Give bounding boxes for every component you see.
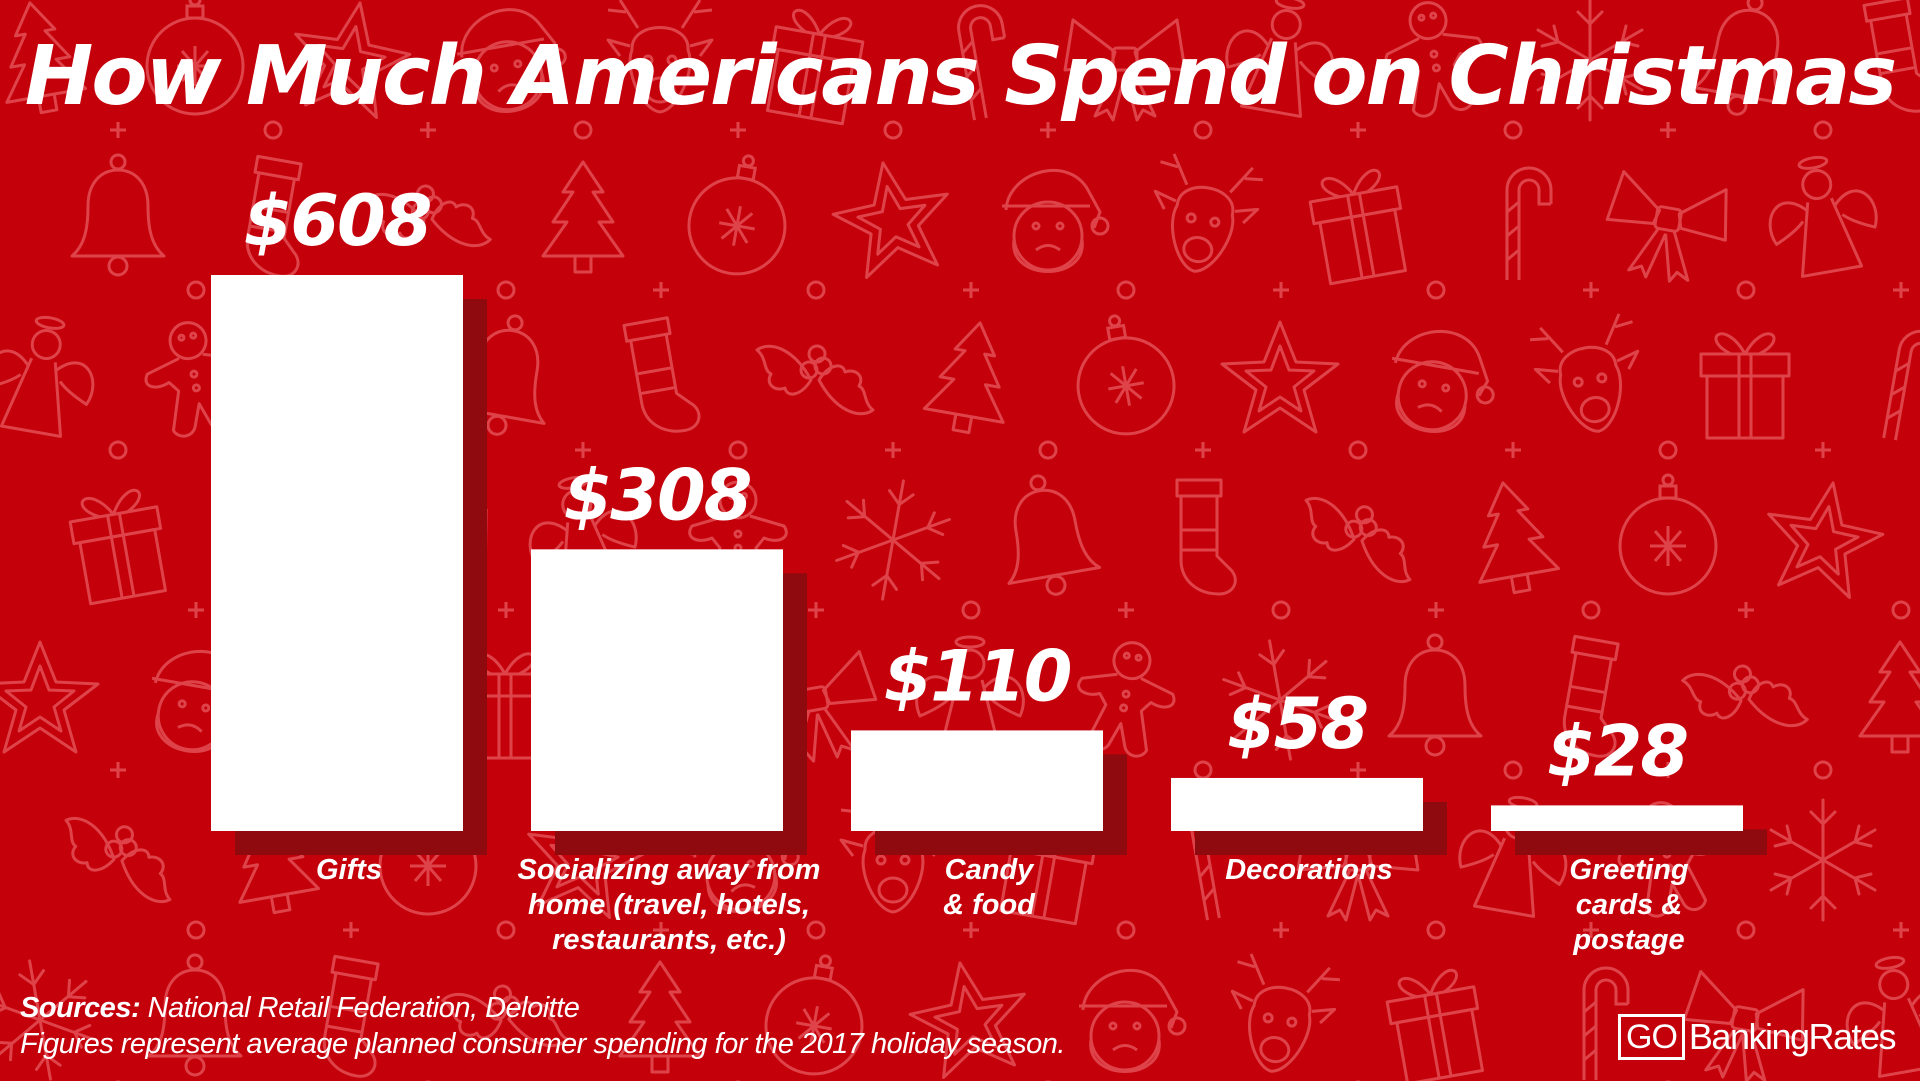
logo-name: BankingRates	[1688, 1016, 1897, 1057]
value-label: $58	[1227, 683, 1367, 765]
category-label-line: Socializing away from	[518, 854, 821, 886]
category-label-line: & food	[943, 889, 1036, 921]
value-label: $28	[1547, 710, 1687, 792]
bar	[851, 730, 1103, 831]
gobankingrates-logo: GO BankingRates	[1618, 1013, 1897, 1061]
category-label-line: Decorations	[1225, 854, 1393, 886]
sources-line: Sources: National Retail Federation, Del…	[20, 990, 1065, 1026]
category-label-line: Gifts	[316, 854, 382, 886]
value-label: $110	[884, 635, 1071, 717]
category-label-line: home (travel, hotels,	[528, 889, 810, 921]
figures-note: Figures represent average planned consum…	[20, 1028, 1065, 1060]
bar	[1491, 805, 1743, 831]
category-label: Gifts	[316, 854, 382, 886]
sources-note: Sources: National Retail Federation, Del…	[20, 990, 1065, 1062]
bar	[531, 549, 783, 831]
category-label-line: Candy	[945, 854, 1036, 886]
category-label: Candy & food	[943, 854, 1036, 921]
sources-text: National Retail Federation, Deloitte	[140, 992, 580, 1024]
category-label: Socializing away from home (travel, hotel…	[518, 854, 821, 956]
category-label-line: Greeting	[1569, 854, 1689, 886]
category-label: Decorations	[1225, 854, 1393, 886]
category-label-line: restaurants, etc.)	[552, 924, 786, 956]
category-label: Greeting cards & postage	[1569, 854, 1689, 956]
value-label: $308	[564, 454, 751, 536]
bar	[211, 275, 463, 831]
bar	[1171, 777, 1423, 831]
category-label-line: cards &	[1576, 889, 1682, 921]
value-label: $608	[244, 180, 431, 262]
chart-title: How Much Americans Spend on Christmas	[24, 29, 1897, 124]
category-label-line: postage	[1572, 924, 1684, 956]
sources-label: Sources:	[20, 992, 141, 1024]
logo-go: GO	[1618, 1014, 1685, 1060]
bar-shadow	[1515, 829, 1767, 855]
